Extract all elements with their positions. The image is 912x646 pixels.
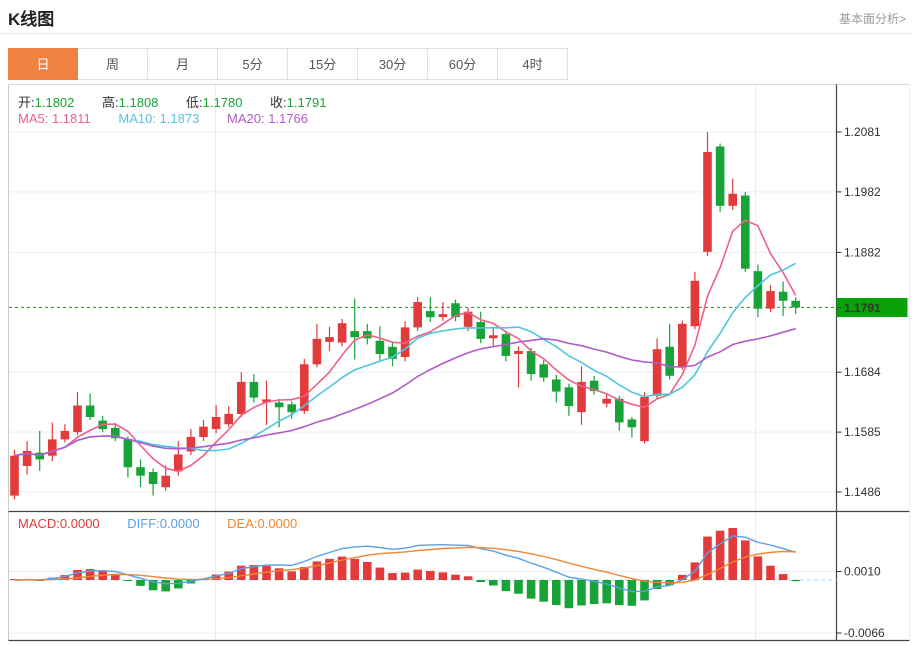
ma-lines-layer [14, 219, 797, 473]
diff-value: 0.0000 [159, 516, 200, 531]
svg-text:1.1486: 1.1486 [844, 485, 881, 499]
current-price-badge: 1.1791 [836, 298, 908, 317]
low-value: 1.1780 [202, 95, 243, 110]
ma5-label: MA5: [18, 111, 49, 126]
close-label: 收: [270, 95, 287, 110]
fundamental-analysis-link[interactable]: 基本面分析> [838, 12, 906, 26]
dea-value: 0.0000 [257, 516, 298, 531]
price-axis-labels: 1.2081 1.1982 1.1882 1.1684 1.1585 1.1486 0.00… [836, 125, 885, 640]
svg-text:-0.0066: -0.0066 [844, 626, 885, 640]
macd-label: MACD: [18, 516, 60, 531]
svg-text:1.1585: 1.1585 [844, 425, 881, 439]
tab-15min[interactable]: 15分 [288, 48, 358, 80]
ma20-label: MA20: [226, 111, 265, 126]
svg-text:1.1791: 1.1791 [844, 301, 881, 315]
tab-day[interactable]: 日 [8, 48, 78, 80]
svg-text:1.1684: 1.1684 [844, 365, 881, 379]
svg-text:0.0010: 0.0010 [844, 565, 881, 579]
high-value: 1.1808 [118, 95, 159, 110]
tab-5min[interactable]: 5分 [218, 48, 288, 80]
ma5-value: 1.1811 [51, 111, 91, 126]
tab-60min[interactable]: 60分 [428, 48, 498, 80]
open-value: 1.1802 [34, 95, 75, 110]
svg-text:1.2081: 1.2081 [844, 125, 881, 139]
tab-week[interactable]: 周 [78, 48, 148, 80]
tab-4hour[interactable]: 4时 [498, 48, 568, 80]
ma5-line [14, 219, 797, 473]
ma10-label: MA10: [118, 111, 156, 126]
tab-month[interactable]: 月 [148, 48, 218, 80]
high-label: 高: [102, 95, 119, 110]
macd-value: 0.0000 [59, 516, 100, 531]
ma-legend: MA5: 1.1811 MA10: 1.1873 MA20: 1.1766 [18, 111, 332, 126]
ma20-line [14, 327, 796, 457]
frame-layer [8, 84, 910, 642]
macd-bars-layer [10, 528, 800, 609]
grid-layer [9, 84, 836, 641]
svg-text:1.1882: 1.1882 [844, 245, 881, 259]
header-divider [0, 33, 912, 34]
page-title: K线图 [8, 10, 55, 29]
diff-line [14, 535, 796, 593]
tab-30min[interactable]: 30分 [358, 48, 428, 80]
dea-line [14, 546, 796, 584]
macd-lines-layer [14, 535, 796, 593]
open-label: 开: [18, 95, 35, 110]
candles-layer [10, 132, 800, 500]
svg-text:1.1982: 1.1982 [844, 185, 881, 199]
ohlc-legend: 开:1.1802 高:1.1808 低:1.1780 收:1.1791 [18, 92, 350, 111]
ma10-value: 1.1873 [159, 111, 200, 126]
dea-label: DEA: [227, 516, 258, 531]
interval-tabs: 日 周 月 5分 15分 30分 60分 4时 [8, 48, 568, 80]
close-value: 1.1791 [286, 95, 327, 110]
ma10-line [14, 262, 797, 457]
ma20-value: 1.1766 [268, 111, 308, 126]
diff-label: DIFF: [127, 516, 160, 531]
low-label: 低: [186, 95, 203, 110]
macd-legend: MACD:0.0000 DIFF:0.0000 DEA:0.0000 [18, 516, 321, 531]
